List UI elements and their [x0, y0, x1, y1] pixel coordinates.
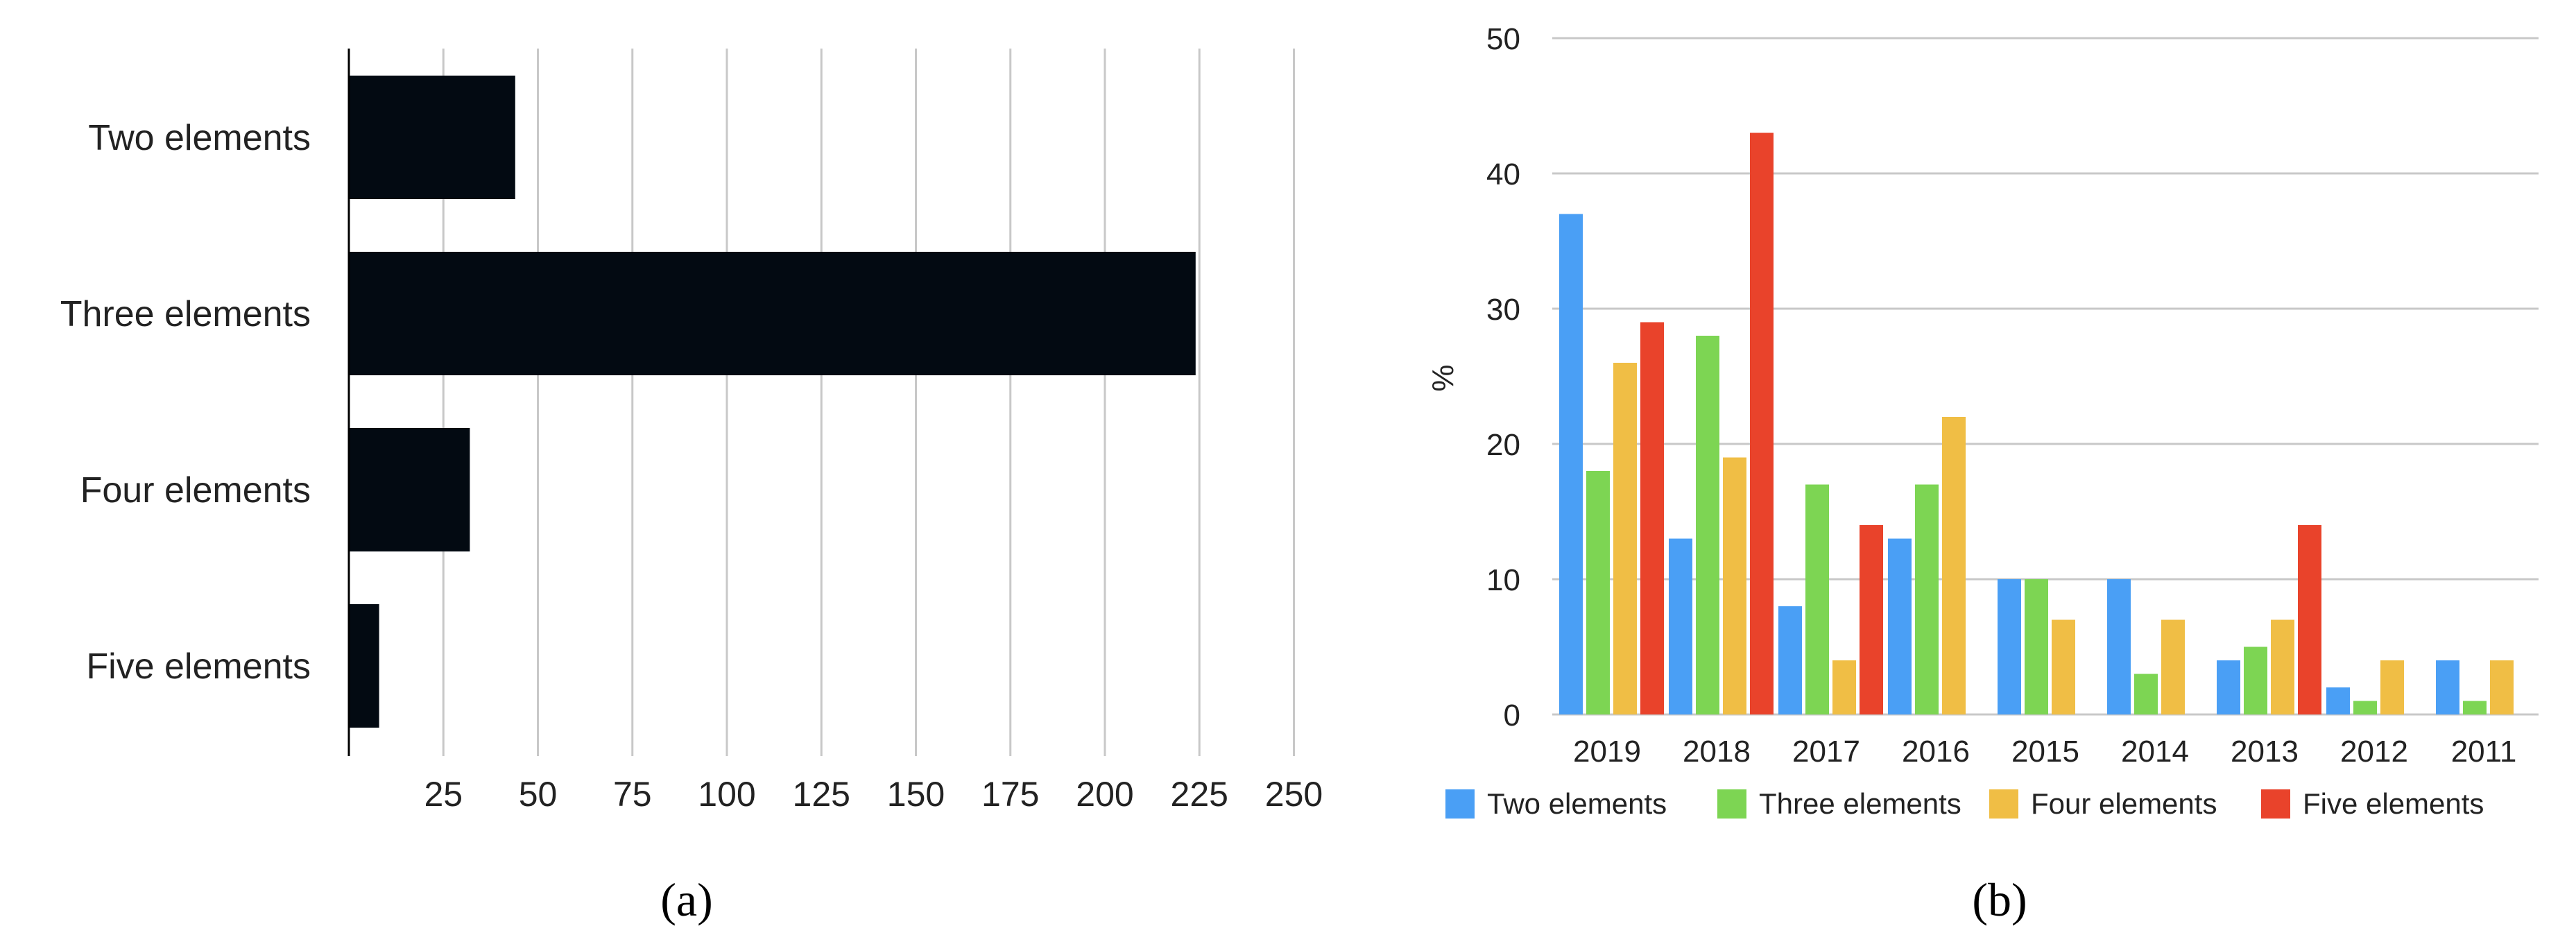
chart-b-bar-2019-three-elements: [1586, 471, 1610, 714]
chart-a-bar-three-elements: [349, 252, 1196, 375]
chart-a-tick-label-200: 200: [1076, 775, 1133, 814]
chart-a-tick-label-25: 25: [424, 775, 463, 814]
chart-b-bar-2012-four-elements: [2380, 660, 2404, 714]
chart-b-y-tick-label-50: 50: [1486, 22, 1520, 56]
chart-a-gridlines: [442, 49, 1295, 756]
chart-b-legend: Two elements Three elements Four elements F…: [1445, 787, 2484, 820]
chart-a-category-label-three-elements: Three elements: [60, 294, 311, 334]
chart-b-bar-2013-four-elements: [2271, 619, 2294, 714]
chart-b-bar-2016-four-elements: [1942, 417, 1966, 714]
chart-b-category-label-2018: 2018: [1683, 735, 1751, 769]
chart-b-bar-2014-four-elements: [2161, 619, 2185, 714]
chart-a-bar-four-elements: [349, 428, 470, 551]
chart-a-bars: [349, 76, 1196, 728]
chart-b-bar-2015-three-elements: [2025, 579, 2048, 714]
chart-b-y-tick-labels: 0 10 20 30 40 50: [1486, 22, 1520, 732]
chart-b-legend-label-five-elements: Five elements: [2303, 787, 2484, 820]
chart-a-tick-labels: 25 50 75 100 125 150 175 200 225 250: [424, 775, 1323, 814]
chart-b-bar-2011-four-elements: [2490, 660, 2514, 714]
chart-b-legend-swatch-two-elements: [1445, 789, 1475, 819]
chart-b-bar-2017-five-elements: [1860, 525, 1883, 714]
chart-a-tick-label-175: 175: [981, 775, 1039, 814]
chart-b-bar-2017-two-elements: [1778, 606, 1802, 714]
chart-b-y-tick-label-0: 0: [1504, 699, 1520, 732]
chart-a-tick-label-50: 50: [519, 775, 558, 814]
chart-a-category-label-two-elements: Two elements: [88, 118, 311, 158]
chart-b-bar-2014-two-elements: [2107, 579, 2131, 714]
chart-a-category-label-four-elements: Four elements: [80, 470, 311, 511]
chart-b-category-label-2019: 2019: [1573, 735, 1641, 769]
chart-b-bar-2011-three-elements: [2463, 701, 2487, 714]
chart-b-legend-label-two-elements: Two elements: [1487, 787, 1667, 820]
chart-b-category-label-2013: 2013: [2231, 735, 2299, 769]
chart-b-category-labels: 2019 2018 2017 2016 2015 2014 2013 2012 2011: [1573, 735, 2516, 769]
chart-b-bar-2015-two-elements: [1998, 579, 2021, 714]
chart-b-bar-2011-two-elements: [2436, 660, 2459, 714]
chart-a-tick-label-250: 250: [1265, 775, 1323, 814]
chart-b-legend-swatch-five-elements: [2261, 789, 2290, 819]
chart-b-category-label-2016: 2016: [1902, 735, 1970, 769]
chart-b-bar-2018-two-elements: [1669, 538, 1692, 714]
chart-b-category-label-2015: 2015: [2011, 735, 2079, 769]
chart-a-category-labels: Two elements Three elements Four elements F…: [60, 118, 311, 687]
chart-a-tick-label-150: 150: [887, 775, 945, 814]
chart-b-legend-swatch-four-elements: [1989, 789, 2018, 819]
chart-a-tick-label-225: 225: [1171, 775, 1228, 814]
chart-b-bar-2016-three-elements: [1915, 484, 1939, 714]
chart-b-legend-swatch-three-elements: [1717, 789, 1746, 819]
chart-a-panel-label: (a): [660, 873, 712, 926]
chart-b-bar-2018-five-elements: [1750, 132, 1774, 714]
chart-b-bar-2014-three-elements: [2134, 674, 2158, 714]
chart-b-category-label-2011: 2011: [2451, 735, 2517, 769]
chart-a: Two elements Three elements Four elements F…: [60, 49, 1323, 926]
chart-b-bar-2016-two-elements: [1888, 538, 1912, 714]
chart-b-category-label-2012: 2012: [2340, 735, 2408, 769]
chart-b-category-label-2017: 2017: [1792, 735, 1860, 769]
chart-a-tick-label-100: 100: [698, 775, 755, 814]
chart-b-bar-2015-four-elements: [2052, 619, 2075, 714]
chart-b-y-tick-label-10: 10: [1486, 563, 1520, 597]
chart-a-bar-five-elements: [349, 604, 379, 728]
chart-b-bar-2012-three-elements: [2353, 701, 2377, 714]
chart-b-bar-2018-four-elements: [1723, 457, 1746, 714]
chart-b-bar-2013-two-elements: [2217, 660, 2240, 714]
chart-a-category-label-five-elements: Five elements: [86, 646, 311, 687]
chart-b-bar-2018-three-elements: [1696, 336, 1719, 714]
chart-b-bar-2019-five-elements: [1640, 322, 1664, 714]
chart-a-bar-two-elements: [349, 76, 515, 199]
chart-a-tick-label-125: 125: [793, 775, 850, 814]
chart-b-bar-2012-two-elements: [2326, 687, 2350, 714]
chart-b-bar-2017-four-elements: [1832, 660, 1856, 714]
chart-b-y-tick-label-30: 30: [1486, 293, 1520, 327]
chart-b-bars: [1559, 132, 2514, 714]
chart-a-tick-label-75: 75: [613, 775, 652, 814]
chart-b-bar-2013-three-elements: [2244, 646, 2267, 714]
chart-b-bar-2017-three-elements: [1805, 484, 1829, 714]
chart-b-legend-label-four-elements: Four elements: [2031, 787, 2217, 820]
chart-b-y-axis-label: %: [1426, 364, 1460, 391]
chart-b-bar-2013-five-elements: [2298, 525, 2321, 714]
chart-b-y-tick-label-20: 20: [1486, 428, 1520, 462]
chart-b-bar-2019-two-elements: [1559, 214, 1583, 714]
chart-b-legend-label-three-elements: Three elements: [1759, 787, 1961, 820]
chart-b-bar-2019-four-elements: [1613, 363, 1637, 714]
chart-b-y-tick-label-40: 40: [1486, 157, 1520, 191]
chart-b-panel-label: (b): [1972, 873, 2027, 926]
chart-b-category-label-2014: 2014: [2121, 735, 2189, 769]
